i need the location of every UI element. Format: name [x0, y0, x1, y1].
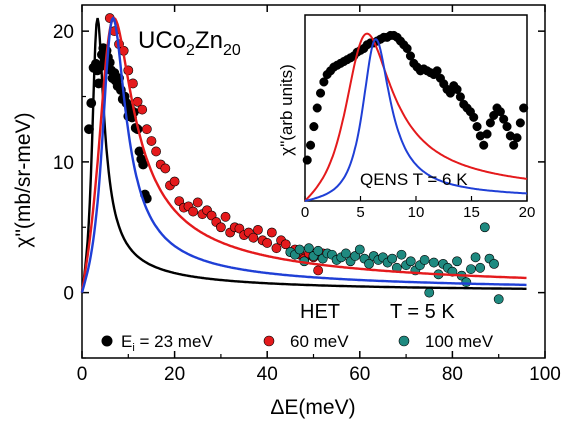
legend-marker-100mev: [398, 335, 410, 347]
inset-x-tick-label: 15: [463, 204, 480, 221]
inset-data-point: [469, 112, 479, 122]
legend-marker-23mev: [101, 335, 113, 347]
inset-plot-frame: [304, 14, 528, 202]
data-point: [354, 244, 365, 255]
data-point: [253, 224, 263, 235]
het-label: HET: [300, 301, 340, 323]
legend: Ei = 23 meV 60 meV 100 meV: [101, 332, 494, 354]
y-tick-label: 0: [63, 284, 74, 305]
data-point: [387, 253, 398, 264]
data-point: [419, 255, 430, 265]
inset-x-tick-label: 20: [519, 204, 536, 221]
inset-data-point: [405, 51, 416, 61]
inset-data-point: [502, 122, 512, 132]
data-point: [313, 245, 324, 256]
inset-data-point: [472, 122, 482, 132]
inset-ticks: 0 5 10 15 20: [301, 196, 536, 221]
inset-data-point: [309, 122, 319, 132]
data-point: [475, 262, 486, 273]
inset-data-point: [519, 103, 529, 113]
data-point: [188, 206, 199, 217]
inset-data-point: [315, 88, 326, 98]
data-point: [169, 176, 180, 187]
inset-data-point: [499, 114, 509, 124]
data-point: [428, 257, 439, 268]
data-point: [266, 227, 277, 238]
model-curve: [80, 17, 527, 293]
legend-label-23mev: Ei = 23 meV: [121, 332, 213, 354]
inset-data-point: [512, 133, 522, 143]
data-point: [151, 146, 161, 157]
x-axis-label: ΔE(meV): [270, 396, 355, 419]
data-point: [479, 222, 490, 233]
data-point: [271, 243, 282, 254]
inset-data-point: [452, 84, 462, 94]
data-point: [470, 252, 481, 263]
data-point: [313, 265, 324, 276]
inset-data-point: [455, 92, 465, 102]
inset-title: QENS T = 6 K: [360, 170, 468, 189]
data-point: [396, 249, 407, 260]
data-point: [137, 104, 148, 115]
het-temperature-label: T = 5 K: [390, 301, 455, 323]
inset-data-point: [485, 118, 495, 128]
data-point: [280, 239, 291, 250]
inset-data-point: [306, 140, 316, 150]
data-point: [405, 256, 416, 267]
inset-x-tick-label: 10: [408, 204, 425, 221]
data-point: [303, 243, 314, 254]
x-tick-label: 0: [77, 364, 88, 385]
data-point: [489, 258, 499, 269]
inset-data-point: [479, 140, 489, 150]
y-tick-label: 10: [53, 153, 74, 174]
inset-x-tick-label: 0: [301, 204, 309, 221]
x-tick-label: 40: [257, 364, 278, 385]
model-curve: [80, 16, 527, 293]
x-tick-label: 100: [529, 364, 561, 385]
data-point: [341, 248, 351, 259]
data-point: [146, 136, 157, 146]
inset-data-point: [482, 129, 492, 139]
y-tick-label: 20: [53, 22, 74, 43]
inset-data-point: [515, 118, 525, 128]
data-point: [452, 256, 462, 267]
inset-x-tick-label: 5: [356, 204, 364, 221]
data-point: [220, 211, 231, 222]
inset-data-point: [312, 103, 322, 113]
x-tick-label: 60: [349, 364, 370, 385]
data-point: [461, 277, 472, 288]
inset-model-curve: [304, 32, 528, 202]
data-point: [192, 197, 203, 208]
data-point: [138, 159, 149, 170]
inset-data-point: [495, 107, 505, 117]
inset-data-point: [509, 140, 519, 150]
y-axis-label: χ"(mb/sr-meV): [12, 112, 35, 247]
inset-data-point: [432, 66, 442, 76]
x-tick-label: 80: [442, 364, 463, 385]
main-series: [80, 13, 527, 305]
data-point: [160, 163, 171, 174]
x-tick-label: 20: [164, 364, 185, 385]
data-point: [493, 294, 504, 305]
chart-title: UCo2Zn20: [138, 27, 241, 59]
data-point: [141, 124, 152, 135]
model-curve: [80, 16, 527, 293]
inset-series: [302, 30, 529, 202]
data-point: [294, 244, 305, 255]
inset-data-point: [302, 155, 312, 165]
legend-label-100mev: 100 meV: [425, 332, 494, 351]
inset-data-point: [402, 43, 412, 54]
data-point: [466, 264, 476, 274]
inset-y-axis-label: χ"(arb units): [277, 64, 296, 155]
legend-label-60mev: 60 meV: [290, 332, 349, 351]
data-point: [248, 232, 259, 243]
legend-marker-60mev: [263, 335, 275, 347]
data-point: [424, 287, 435, 298]
data-point: [262, 238, 273, 248]
inset-data-point: [319, 77, 329, 87]
inset-model-curve: [304, 38, 527, 202]
data-point: [215, 222, 226, 233]
